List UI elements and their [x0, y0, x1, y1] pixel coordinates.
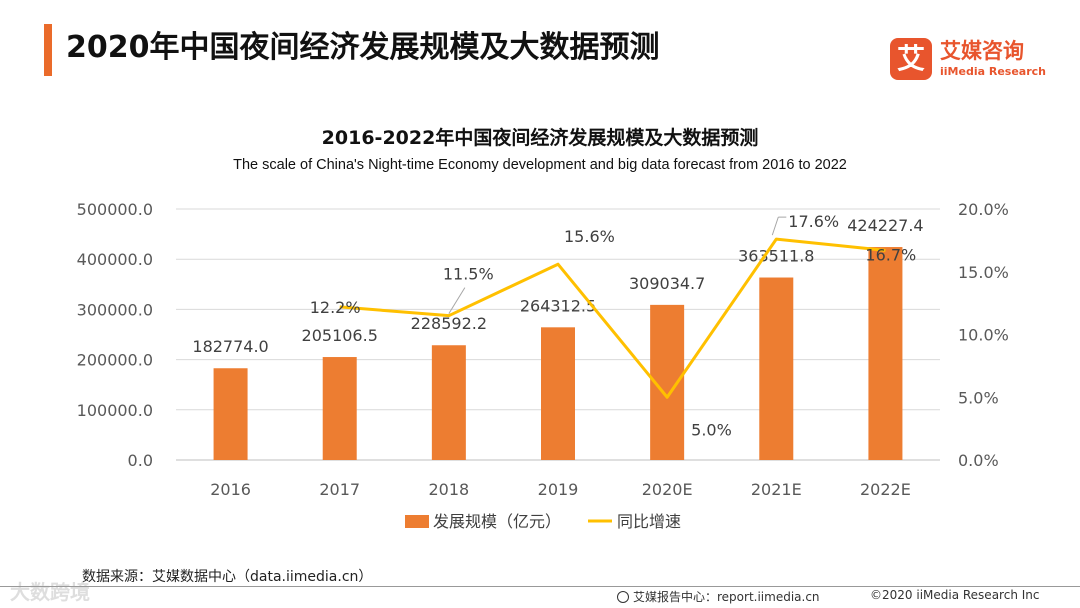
y-left-tick-label: 0.0: [128, 451, 153, 470]
bar-value-label: 424227.4: [847, 216, 923, 235]
bar-value-label: 264312.5: [520, 296, 596, 315]
page-title: 2020年中国夜间经济发展规模及大数据预测: [66, 30, 660, 65]
x-tick-label: 2022E: [860, 480, 911, 499]
logo-name-en: iiMedia Research: [940, 65, 1046, 78]
y-right-tick-label: 15.0%: [958, 263, 1009, 282]
y-left-tick-label: 100000.0: [77, 401, 153, 420]
y-right-tick-label: 10.0%: [958, 326, 1009, 345]
x-tick-label: 2019: [538, 480, 579, 499]
bar-value-label: 228592.2: [411, 314, 487, 333]
line-value-label: 5.0%: [691, 420, 732, 439]
footer-site: 艾媒报告中心：report.iimedia.cn: [617, 588, 820, 605]
label-leader-line: [771, 216, 779, 236]
x-tick-label: 2021E: [751, 480, 802, 499]
bar: [759, 277, 794, 460]
y-right-tick-label: 0.0%: [958, 451, 999, 470]
watermark: 大数跨境: [10, 580, 90, 604]
x-tick-label: 2020E: [642, 480, 693, 499]
chart-subtitle: The scale of China's Night-time Economy …: [233, 157, 847, 173]
label-leader-line: [448, 287, 466, 314]
legend-label-line: 同比增速: [617, 512, 681, 531]
line-value-label: 17.6%: [788, 212, 839, 231]
bar-value-label: 309034.7: [629, 274, 705, 293]
bar-value-label: 363511.8: [738, 247, 814, 266]
y-left-tick-label: 200000.0: [77, 351, 153, 370]
footer-copyright: ©2020 iiMedia Research Inc: [870, 588, 1040, 602]
logo-name-cn: 艾媒咨询: [940, 39, 1024, 63]
y-right-tick-label: 20.0%: [958, 200, 1009, 219]
footer-divider: [0, 586, 1080, 587]
bar: [322, 357, 357, 460]
footer-site-text: 艾媒报告中心：report.iimedia.cn: [633, 590, 820, 604]
y-left-tick-label: 500000.0: [77, 200, 153, 219]
bar: [541, 327, 575, 460]
globe-icon: [617, 591, 629, 603]
line-value-label: 11.5%: [443, 265, 494, 284]
bar-value-label: 182774.0: [192, 337, 268, 356]
bar: [868, 247, 903, 460]
logo-mark: 艾: [890, 38, 932, 80]
data-source: 数据来源：艾媒数据中心（data.iimedia.cn）: [82, 569, 373, 585]
y-right-tick-label: 5.0%: [958, 388, 999, 407]
x-tick-label: 2018: [428, 480, 469, 499]
growth-rate-line: [339, 237, 886, 399]
iimedia-logo: 艾 艾媒咨询 iiMedia Research: [890, 38, 1046, 82]
y-left-tick-label: 300000.0: [77, 300, 153, 319]
title-accent-bar: [44, 24, 52, 76]
bar: [431, 345, 466, 460]
chart-title: 2016-2022年中国夜间经济发展规模及大数据预测: [321, 127, 759, 149]
x-tick-label: 2016: [210, 480, 251, 499]
bar: [213, 368, 248, 460]
legend-label-bar: 发展规模（亿元）: [433, 512, 561, 531]
bar-value-label: 205106.5: [302, 326, 378, 345]
legend-swatch-bar: [405, 515, 429, 528]
line-value-label: 16.7%: [865, 245, 916, 264]
line-value-label: 15.6%: [564, 227, 615, 246]
y-left-tick-label: 400000.0: [77, 250, 153, 269]
x-tick-label: 2017: [319, 480, 360, 499]
line-value-label: 12.2%: [310, 298, 361, 317]
